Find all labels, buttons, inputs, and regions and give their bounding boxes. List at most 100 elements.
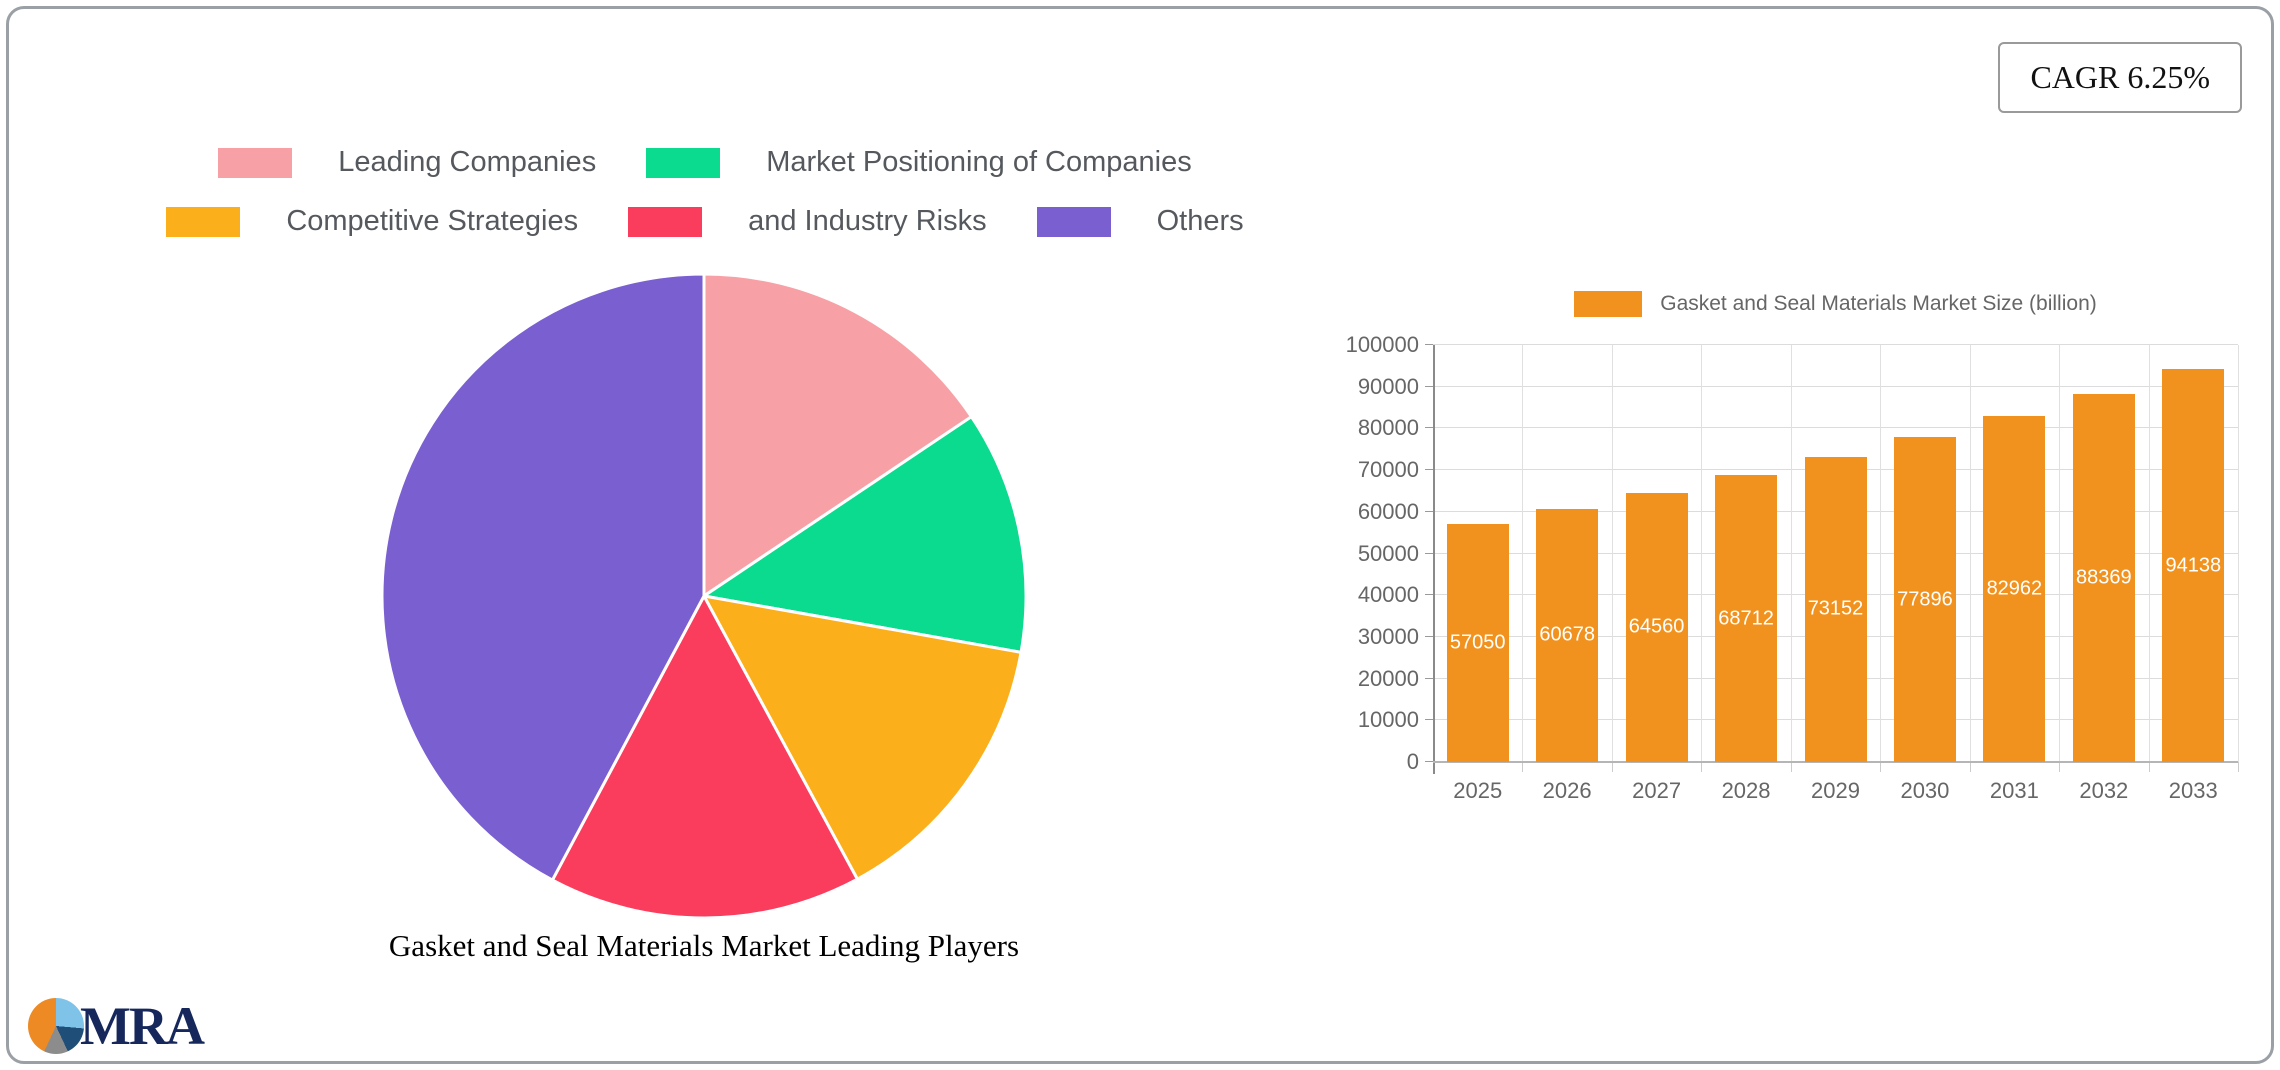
pie-legend-row-2: Competitive Strategies and Industry Risks…	[166, 205, 1244, 238]
y-axis-line	[1433, 345, 1435, 774]
y-axis-tick-label: 50000	[1357, 540, 1419, 566]
y-axis-tick	[1425, 594, 1433, 596]
x-axis-tick	[2148, 762, 2150, 772]
pie-legend-item: and Industry Risks	[628, 205, 987, 238]
vertical-gridline	[1701, 345, 1703, 762]
vertical-gridline	[2238, 345, 2239, 762]
y-axis-tick-label: 60000	[1357, 498, 1419, 524]
vertical-gridline	[1969, 345, 1971, 762]
x-axis-category-label: 2030	[1900, 778, 1950, 803]
legend-item-label: Others	[1156, 205, 1244, 237]
legend-item-label: Market Positioning of Companies	[766, 146, 1192, 178]
x-axis-category-label: 2028	[1721, 778, 1771, 803]
y-axis-tick-label: 90000	[1357, 373, 1419, 399]
bar-value-label: 60678	[1539, 623, 1595, 646]
pie-legend-row-1: Leading Companies Market Positioning of C…	[218, 146, 1192, 179]
pie-slice	[380, 272, 706, 882]
bar-2025: 57050	[1446, 524, 1509, 762]
pie-chart-title: Gasket and Seal Materials Market Leading…	[388, 928, 1020, 963]
bar-2031: 82962	[1983, 416, 2046, 762]
horizontal-gridline	[1433, 344, 2238, 345]
bar-2027: 64560	[1625, 492, 1688, 762]
y-axis-tick-label: 20000	[1357, 665, 1419, 691]
bar-value-label: 68712	[1718, 607, 1774, 630]
cagr-badge: CAGR 6.25%	[1998, 42, 2242, 113]
pie-legend: Leading Companies Market Positioning of C…	[60, 146, 1350, 238]
pie-slice	[550, 594, 859, 920]
bar-value-label: 77896	[1897, 588, 1953, 611]
bar-value-label: 94138	[2165, 554, 2222, 577]
pie-logo-icon	[28, 998, 84, 1054]
bar-value-label: 88369	[2076, 566, 2132, 589]
x-axis-category-label: 2033	[2168, 778, 2218, 803]
pie-slice	[702, 594, 1023, 881]
bar-2033: 94138	[2162, 369, 2225, 762]
bar-2026: 60678	[1536, 508, 1599, 762]
legend-color-swatch	[166, 206, 241, 237]
logo-text: MRA	[80, 996, 205, 1056]
y-axis-tick	[1425, 385, 1433, 387]
y-axis-tick-label: 10000	[1357, 707, 1419, 733]
bar-value-label: 57050	[1449, 631, 1506, 654]
legend-item-label: and Industry Risks	[748, 205, 987, 237]
legend-item-label: Competitive Strategies	[286, 205, 579, 237]
y-axis-tick	[1425, 635, 1433, 637]
x-axis-category-label: 2026	[1542, 778, 1592, 803]
vertical-gridline	[1611, 345, 1613, 762]
pie-legend-item: Leading Companies	[218, 146, 596, 179]
y-axis-tick	[1425, 719, 1433, 721]
x-axis-tick	[1701, 762, 1703, 772]
x-axis-category-label: 2025	[1453, 778, 1503, 803]
y-axis-tick-label: 40000	[1357, 582, 1419, 608]
legend-color-swatch	[1036, 206, 1111, 237]
x-axis-category-label: 2029	[1811, 778, 1860, 803]
y-axis-tick-label: 80000	[1357, 415, 1419, 441]
bar-chart: Gasket and Seal Materials Market Size (b…	[1346, 290, 2239, 810]
x-axis-tick	[1969, 762, 1971, 772]
x-axis-tick	[1611, 762, 1613, 772]
pie-legend-item: Market Positioning of Companies	[646, 146, 1192, 179]
x-axis-line	[1433, 761, 2238, 763]
x-axis-category-label: 2032	[2079, 778, 2129, 803]
bar-chart-legend: Gasket and Seal Materials Market Size (b…	[1433, 290, 2238, 318]
vertical-gridline	[2059, 345, 2061, 762]
pie-chart	[380, 272, 1028, 920]
legend-color-swatch	[628, 206, 703, 237]
bar-2028: 68712	[1715, 475, 1778, 762]
pie-slice	[702, 272, 973, 598]
x-axis-tick	[1790, 762, 1792, 772]
bar-legend-label: Gasket and Seal Materials Market Size (b…	[1660, 292, 2097, 315]
y-axis-tick	[1425, 427, 1433, 429]
y-axis-tick	[1425, 344, 1433, 345]
horizontal-gridline	[1433, 385, 2238, 387]
y-axis-tick-label: 70000	[1357, 457, 1419, 483]
bar-2029: 73152	[1804, 456, 1867, 762]
legend-color-swatch	[646, 147, 721, 178]
vertical-gridline	[1880, 345, 1882, 762]
x-axis-tick	[1522, 762, 1524, 772]
legend-item-label: Leading Companies	[338, 146, 597, 178]
y-axis-tick	[1425, 761, 1433, 762]
y-axis-tick	[1425, 510, 1433, 512]
bar-legend-swatch	[1574, 291, 1643, 317]
x-axis-category-label: 2031	[1989, 778, 2039, 803]
bar-2032: 88369	[2072, 393, 2135, 762]
y-axis-tick	[1425, 677, 1433, 679]
bar-chart-plot-area: 0 10000 20000 30000 40000 50000 60000 70000 8000…	[1346, 332, 2239, 803]
pie-legend-item: Others	[1036, 205, 1244, 238]
vertical-gridline	[2148, 345, 2150, 762]
legend-color-swatch	[218, 147, 293, 178]
bar-value-label: 82962	[1986, 577, 2043, 600]
bar-2030: 77896	[1893, 437, 1956, 762]
vertical-gridline	[1522, 345, 1524, 762]
pie-legend-item: Competitive Strategies	[166, 205, 578, 238]
y-axis-tick-label: 100000	[1345, 332, 1419, 357]
x-axis-tick	[2059, 762, 2061, 772]
horizontal-gridline	[1433, 427, 2238, 429]
x-axis-tick	[2238, 762, 2239, 772]
y-axis-tick	[1425, 552, 1433, 554]
bar-value-label: 73152	[1807, 597, 1864, 620]
y-axis-tick	[1425, 469, 1433, 471]
pie-slice	[702, 415, 1028, 654]
y-axis-tick-label: 30000	[1357, 623, 1419, 649]
